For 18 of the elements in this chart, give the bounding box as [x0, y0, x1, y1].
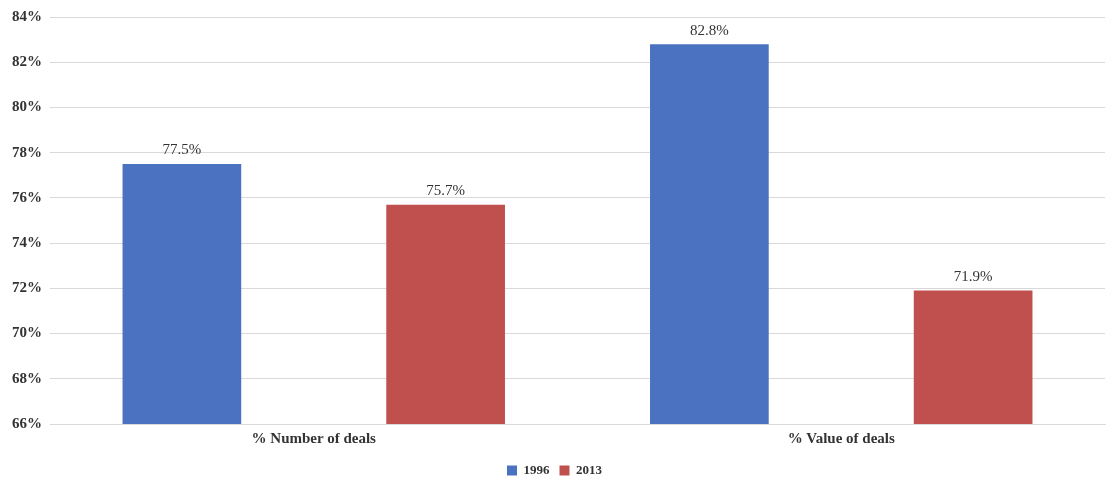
y-tick-label: 84% [12, 7, 42, 24]
legend-label: 1996 [523, 461, 550, 477]
y-tick-label: 68% [12, 369, 42, 386]
data-label: 75.7% [426, 182, 465, 199]
y-tick-label: 76% [12, 188, 42, 205]
x-tick-label: % Number of deals [251, 429, 377, 446]
data-label: 71.9% [953, 268, 993, 285]
y-tick-label: 80% [12, 98, 42, 115]
data-label: 77.5% [162, 141, 202, 158]
y-tick-label: 66% [12, 414, 42, 431]
y-tick-label: 74% [12, 233, 42, 250]
x-tick-label: % Value of deals [787, 429, 895, 446]
data-label: 82.8% [690, 21, 729, 38]
y-tick-label: 78% [12, 143, 42, 160]
y-tick-label: 70% [12, 324, 42, 341]
legend-label: 2013 [576, 461, 603, 477]
y-tick-label: 72% [12, 279, 42, 296]
y-tick-label: 82% [12, 53, 42, 70]
